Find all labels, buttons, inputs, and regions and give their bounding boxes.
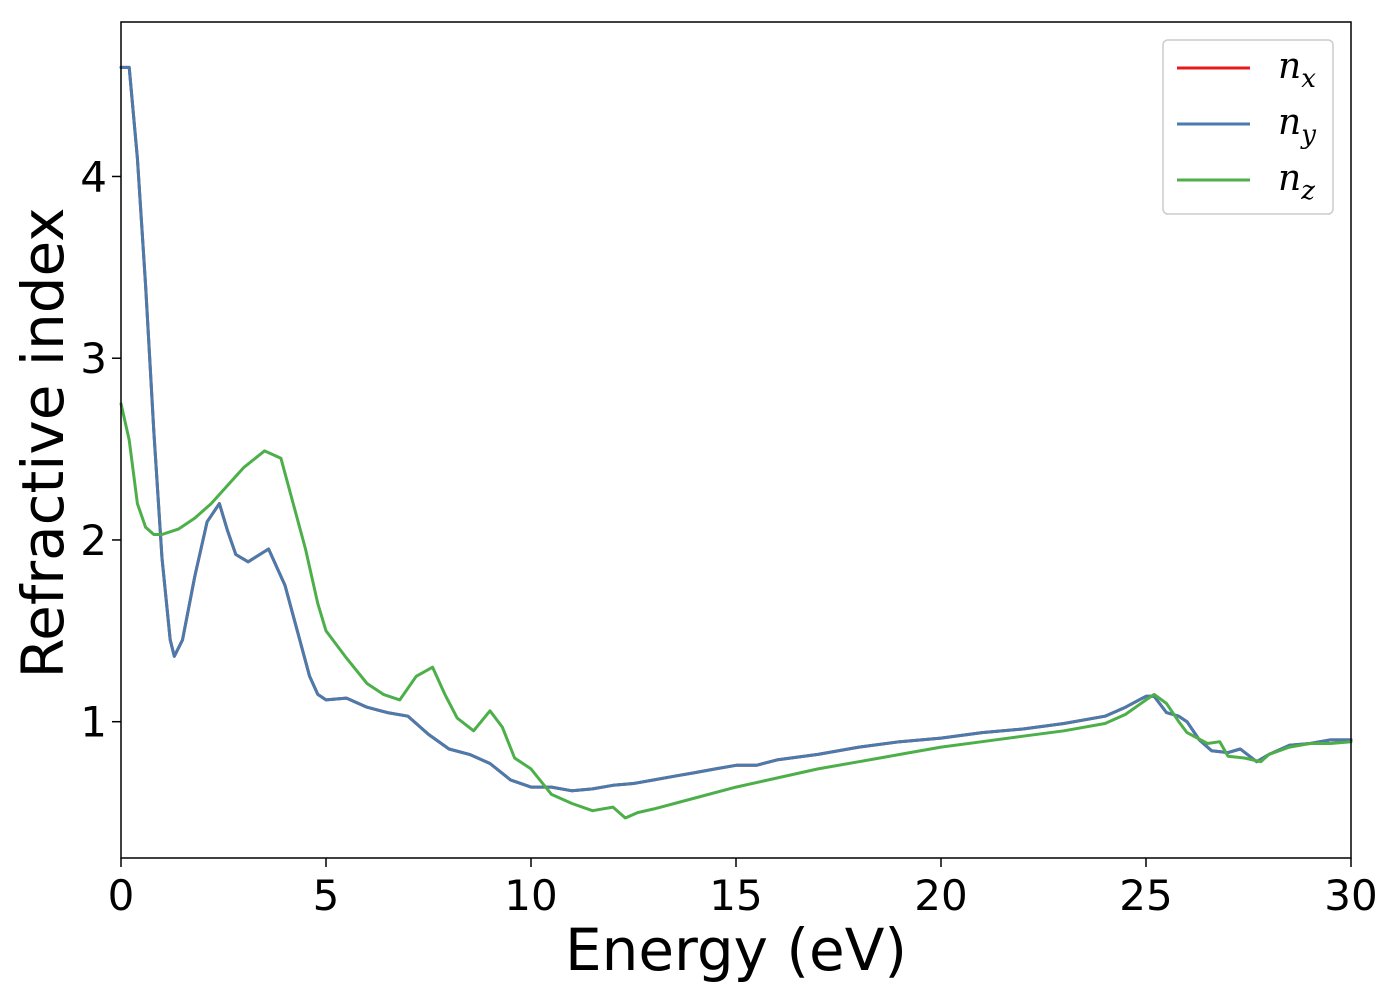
legend-label-base: n (1278, 102, 1301, 143)
x-tick-label: 10 (504, 871, 557, 920)
legend-label-subscript: y (1300, 120, 1316, 150)
y-tick-label: 1 (80, 698, 107, 747)
legend-label-subscript: z (1300, 176, 1315, 206)
legend-label-base: n (1278, 158, 1301, 199)
y-tick-label: 2 (80, 516, 107, 565)
legend-box (1162, 39, 1334, 215)
legend-label-n_z: nz (1278, 158, 1315, 206)
series-line-n_z (119, 402, 1353, 820)
y-tick-label: 3 (80, 334, 107, 383)
x-axis: 0 5 10 15 20 25 30 (108, 858, 1378, 920)
x-tick-label: 20 (914, 871, 967, 920)
x-axis-title: Energy (eV) (565, 916, 907, 984)
legend-label-base: n (1278, 46, 1301, 87)
legend-label-n_y: ny (1278, 102, 1316, 150)
x-tick-label: 15 (709, 871, 762, 920)
series-line-n_y (119, 65, 1353, 793)
x-tick-label: 5 (313, 871, 340, 920)
legend-label-subscript: x (1301, 64, 1316, 94)
y-axis-title: Refractive index (9, 207, 77, 678)
series-layer (119, 65, 1353, 820)
legend-label-n_x: nx (1278, 46, 1316, 94)
y-axis: 1 2 3 4 (80, 152, 121, 747)
y-tick-label: 4 (80, 152, 107, 201)
x-tick-label: 30 (1324, 871, 1377, 920)
x-tick-label: 25 (1119, 871, 1172, 920)
x-tick-label: 0 (108, 871, 135, 920)
